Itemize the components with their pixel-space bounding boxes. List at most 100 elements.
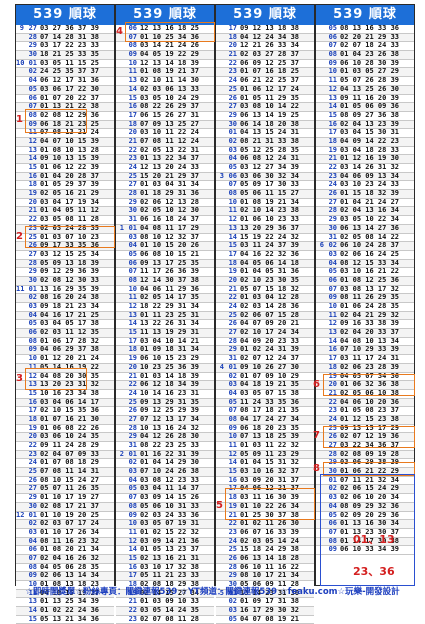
month-label	[116, 268, 125, 276]
draw-numbers: 01 12 15 23 38	[340, 414, 400, 423]
month-label	[116, 538, 125, 546]
draw-row: 22 03 05 08 11 28	[16, 215, 114, 225]
month-label	[316, 416, 325, 424]
month-label	[16, 546, 25, 554]
month-label	[216, 477, 225, 485]
draw-day: 18	[328, 362, 337, 371]
draw-numbers: 01 04 14 29 30	[140, 458, 200, 467]
month-label	[316, 42, 325, 50]
draw-numbers: 03 10 16 32 37	[240, 467, 300, 476]
draw-day: 20	[128, 128, 137, 137]
month-label	[16, 277, 25, 285]
month-label	[316, 346, 325, 354]
draw-numbers: 05 12 25 28 35	[240, 145, 300, 154]
draw-day: 01	[28, 284, 37, 293]
draw-numbers: 05 11 21 23 33	[140, 571, 200, 580]
draw-numbers: 02 04 16 26 32	[40, 553, 100, 562]
month-label	[116, 399, 125, 407]
draw-row: 28 10 13 16 24 32	[116, 423, 214, 434]
draw-day: 23	[128, 154, 137, 163]
draw-day: 20	[28, 432, 37, 441]
draw-row: 04 08 09 29 32 36	[316, 502, 414, 512]
month-label	[216, 42, 225, 50]
draw-day: 28	[228, 562, 237, 571]
draw-row: 26 06 13 14 18 28	[216, 553, 314, 564]
draw-day: 01	[228, 362, 237, 371]
draw-list: 9 27 03 27 36 37 39 28 07 14 28 31 38 29 03 17…	[16, 24, 114, 624]
draw-numbers: 04 08 11 17 29	[140, 223, 200, 232]
draw-day: 24	[228, 76, 237, 85]
draw-numbers: 03 05 07 19 31	[140, 519, 200, 528]
draw-day: 12	[228, 215, 237, 224]
draw-numbers: 08 10 17 21 34	[240, 571, 300, 580]
results-sheet: 539 順球 9 27 03 27 36 37 39 28 07 14 28 31 38…	[15, 4, 415, 624]
draw-day: 02	[28, 293, 37, 302]
draw-day: 25	[128, 171, 137, 180]
draw-row: 11 02 04 21 29 32	[316, 311, 414, 321]
draw-numbers: 09 12 13 18 38	[240, 24, 300, 32]
draw-numbers: 10 13 16 24 32	[140, 423, 200, 432]
draw-numbers: 04 13 15 24 31	[240, 128, 300, 137]
draw-day: 18	[228, 258, 237, 267]
draw-day: 21	[228, 284, 237, 293]
draw-row: 02 01 04 14 29 30	[116, 458, 214, 469]
draw-row: 29 03 05 10 22 34	[316, 215, 414, 225]
draw-numbers: 03 06 10 24 35	[40, 432, 100, 441]
month-label	[216, 60, 225, 68]
draw-row: 24 01 07 08 18 29	[16, 459, 114, 469]
draw-day: 15	[128, 553, 137, 562]
draw-numbers: 08 16 20 24 38	[40, 293, 100, 302]
draw-numbers: 03 12 15 25 34	[40, 249, 100, 258]
draw-day: 21	[128, 371, 137, 380]
draw-row: 29 01 02 24 31 39	[216, 346, 314, 356]
month-label	[216, 607, 225, 615]
month-label	[216, 286, 225, 294]
draw-numbers: 01 05 08 23 37	[340, 406, 400, 415]
draw-day: 12	[328, 319, 337, 328]
draw-row: 09 06 10 28 30 39	[316, 58, 414, 69]
draw-row: 30 02 05 10 12 30	[116, 206, 214, 217]
draw-numbers: 02 09 20 29 36	[340, 510, 400, 519]
month-label	[16, 364, 25, 372]
month-label	[16, 199, 25, 207]
draw-numbers: 02 10 11 14 30	[140, 76, 200, 85]
draw-day: 14	[128, 319, 137, 328]
draw-numbers: 04 12 24 34 38	[240, 32, 300, 41]
draw-numbers: 01 07 20 22 37	[40, 93, 100, 102]
draw-numbers: 01 04 21 24 27	[340, 197, 400, 206]
month-label: 4	[219, 362, 224, 371]
draw-numbers: 02 04 13 16 34	[340, 206, 400, 215]
month-label	[116, 459, 125, 467]
month-label	[216, 121, 225, 129]
draw-day: 30	[128, 206, 137, 215]
month-label	[316, 338, 325, 346]
draw-numbers: 07 11 21 32 34	[340, 475, 400, 484]
draw-day: 17	[328, 128, 337, 137]
draw-day: 30	[228, 580, 237, 588]
draw-row: 08 12 14 30 37 38	[116, 276, 214, 286]
draw-row: 14 15 19 22 24 32	[216, 233, 314, 243]
draw-numbers: 04 05 19 22 29	[140, 50, 200, 59]
draw-row: 27 03 22 34 36 37	[316, 441, 414, 451]
draw-numbers: 02 05 06 10 38	[340, 388, 400, 397]
draw-numbers: 01 03 11 22 32	[240, 441, 300, 449]
draw-numbers: 06 13 14 18 28	[240, 553, 300, 562]
draw-row: 24 03 10 23 24 33	[316, 181, 414, 191]
draw-numbers: 02 20 21 29 33	[340, 32, 400, 41]
draw-row: 06 02 03 11 12 35	[16, 328, 114, 338]
draw-numbers: 03 12 27 34 39	[240, 163, 300, 171]
draw-numbers: 06 10 28 30 39	[340, 58, 400, 67]
draw-day: 30	[28, 50, 37, 59]
draw-numbers: 01 12 20 21 24	[40, 354, 100, 363]
month-label	[216, 216, 225, 224]
draw-day: 10	[228, 432, 237, 441]
draw-day: 09	[128, 50, 137, 59]
draw-row: 02 08 16 20 24 38	[16, 294, 114, 303]
draw-day: 16	[228, 475, 237, 484]
draw-numbers: 02 06 15 24 29	[340, 484, 400, 493]
draw-row: 26 04 07 09 20 21	[216, 320, 314, 330]
draw-numbers: 02 03 24 33 36	[140, 510, 200, 519]
draw-row: 15 01 06 12 22 39	[16, 163, 114, 173]
month-label	[316, 25, 325, 33]
draw-day: 29	[28, 267, 37, 276]
